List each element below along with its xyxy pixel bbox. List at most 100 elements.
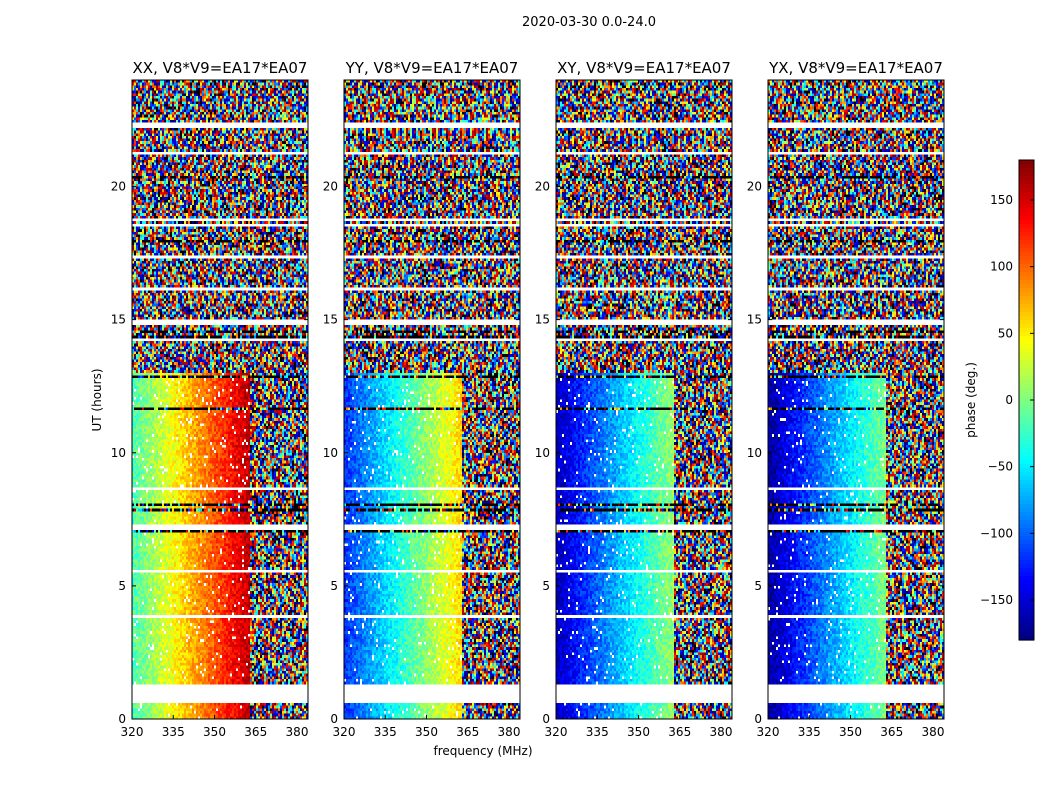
y-tick-label: 0 xyxy=(330,712,338,726)
x-tick-label: 365 xyxy=(880,725,903,739)
colorbar-segment xyxy=(1019,396,1034,401)
colorbar-segment xyxy=(1019,532,1034,537)
colorbar-segment xyxy=(1019,484,1034,489)
colorbar-segment xyxy=(1019,592,1034,597)
y-tick-label: 20 xyxy=(323,180,338,194)
colorbar-segment xyxy=(1019,524,1034,529)
y-tick-label: 0 xyxy=(542,712,550,726)
x-tick-label: 380 xyxy=(286,725,309,739)
colorbar-segment xyxy=(1019,568,1034,573)
colorbar-segment xyxy=(1019,380,1034,385)
colorbar-segment xyxy=(1019,620,1034,625)
x-tick-label: 335 xyxy=(798,725,821,739)
panels: XX, V8*V9=EA17*EA07 320 335 350 365 380 0 5 10 15… xyxy=(111,59,945,739)
y-tick-label: 5 xyxy=(330,579,338,593)
colorbar-segment xyxy=(1019,520,1034,525)
colorbar-segment xyxy=(1019,180,1034,185)
colorbar-segment xyxy=(1019,264,1034,269)
y-tick-label: 15 xyxy=(111,313,126,327)
x-tick-label: 320 xyxy=(545,725,568,739)
y-tick-label: 10 xyxy=(747,446,762,460)
colorbar-segment xyxy=(1019,384,1034,389)
colorbar-segment xyxy=(1019,476,1034,481)
heatmap-image xyxy=(556,80,732,719)
colorbar-segment xyxy=(1019,404,1034,409)
colorbar-segment xyxy=(1019,412,1034,417)
y-tick-label: 0 xyxy=(754,712,762,726)
y-tick-label: 15 xyxy=(323,313,338,327)
colorbar-segment xyxy=(1019,260,1034,265)
colorbar-segment xyxy=(1019,584,1034,589)
colorbar-segment xyxy=(1019,316,1034,321)
colorbar: −150 −100 −50 0 50 100 150 xyxy=(980,159,1035,641)
colorbar-segment xyxy=(1019,288,1034,293)
x-tick-label: 320 xyxy=(333,725,356,739)
colorbar-segment xyxy=(1019,192,1034,197)
axes-frame xyxy=(767,79,945,720)
colorbar-segment xyxy=(1019,248,1034,253)
panel-title: YY, V8*V9=EA17*EA07 xyxy=(345,59,519,77)
colorbar-segment xyxy=(1019,228,1034,233)
colorbar-segment xyxy=(1019,292,1034,297)
colorbar-tick-label: 50 xyxy=(998,326,1013,340)
colorbar-segment xyxy=(1019,240,1034,245)
colorbar-label: phase (deg.) xyxy=(964,362,978,438)
colorbar-segment xyxy=(1019,340,1034,345)
colorbar-tick-label: 100 xyxy=(990,260,1013,274)
colorbar-segment xyxy=(1019,280,1034,285)
colorbar-tick-label: 150 xyxy=(990,193,1013,207)
colorbar-segment xyxy=(1019,452,1034,457)
colorbar-segment xyxy=(1019,296,1034,301)
x-tick-label: 380 xyxy=(498,725,521,739)
panel-yy: YY, V8*V9=EA17*EA07 320 335 350 365 380 0 5 10 15… xyxy=(323,59,521,739)
y-tick-label: 20 xyxy=(111,180,126,194)
colorbar-segment xyxy=(1019,424,1034,429)
colorbar-segment xyxy=(1019,444,1034,449)
colorbar-segment xyxy=(1019,508,1034,513)
colorbar-segment xyxy=(1019,272,1034,277)
colorbar-segment xyxy=(1019,348,1034,353)
colorbar-segment xyxy=(1019,372,1034,377)
colorbar-segment xyxy=(1019,320,1034,325)
x-tick-label: 350 xyxy=(415,725,438,739)
colorbar-segment xyxy=(1019,300,1034,305)
colorbar-segment xyxy=(1019,204,1034,209)
colorbar-segment xyxy=(1019,616,1034,621)
colorbar-segment xyxy=(1019,560,1034,565)
y-tick-label: 5 xyxy=(754,579,762,593)
colorbar-segment xyxy=(1019,488,1034,493)
colorbar-segment xyxy=(1019,624,1034,629)
colorbar-segment xyxy=(1019,212,1034,217)
colorbar-segment xyxy=(1019,224,1034,229)
colorbar-segment xyxy=(1019,332,1034,337)
x-axis-label: frequency (MHz) xyxy=(433,744,532,758)
colorbar-segment xyxy=(1019,420,1034,425)
colorbar-segment xyxy=(1019,552,1034,557)
y-tick-label: 15 xyxy=(747,313,762,327)
x-tick-label: 350 xyxy=(203,725,226,739)
colorbar-segment xyxy=(1019,496,1034,501)
panel-title: YX, V8*V9=EA17*EA07 xyxy=(768,59,943,77)
x-tick-label: 320 xyxy=(757,725,780,739)
x-tick-label: 335 xyxy=(162,725,185,739)
heatmap-image xyxy=(132,80,308,719)
colorbar-segment xyxy=(1019,432,1034,437)
colorbar-segment xyxy=(1019,252,1034,257)
colorbar-segment xyxy=(1019,336,1034,341)
colorbar-segment xyxy=(1019,512,1034,517)
colorbar-segment xyxy=(1019,428,1034,433)
colorbar-segment xyxy=(1019,480,1034,485)
colorbar-tick-label: 0 xyxy=(1005,393,1013,407)
x-tick-label: 350 xyxy=(627,725,650,739)
x-tick-label: 380 xyxy=(922,725,945,739)
colorbar-segment xyxy=(1019,236,1034,241)
colorbar-segment xyxy=(1019,548,1034,553)
x-tick-label: 320 xyxy=(121,725,144,739)
x-tick-label: 350 xyxy=(839,725,862,739)
colorbar-segment xyxy=(1019,540,1034,545)
colorbar-segment xyxy=(1019,328,1034,333)
colorbar-segment xyxy=(1019,588,1034,593)
colorbar-segment xyxy=(1019,440,1034,445)
colorbar-segment xyxy=(1019,580,1034,585)
